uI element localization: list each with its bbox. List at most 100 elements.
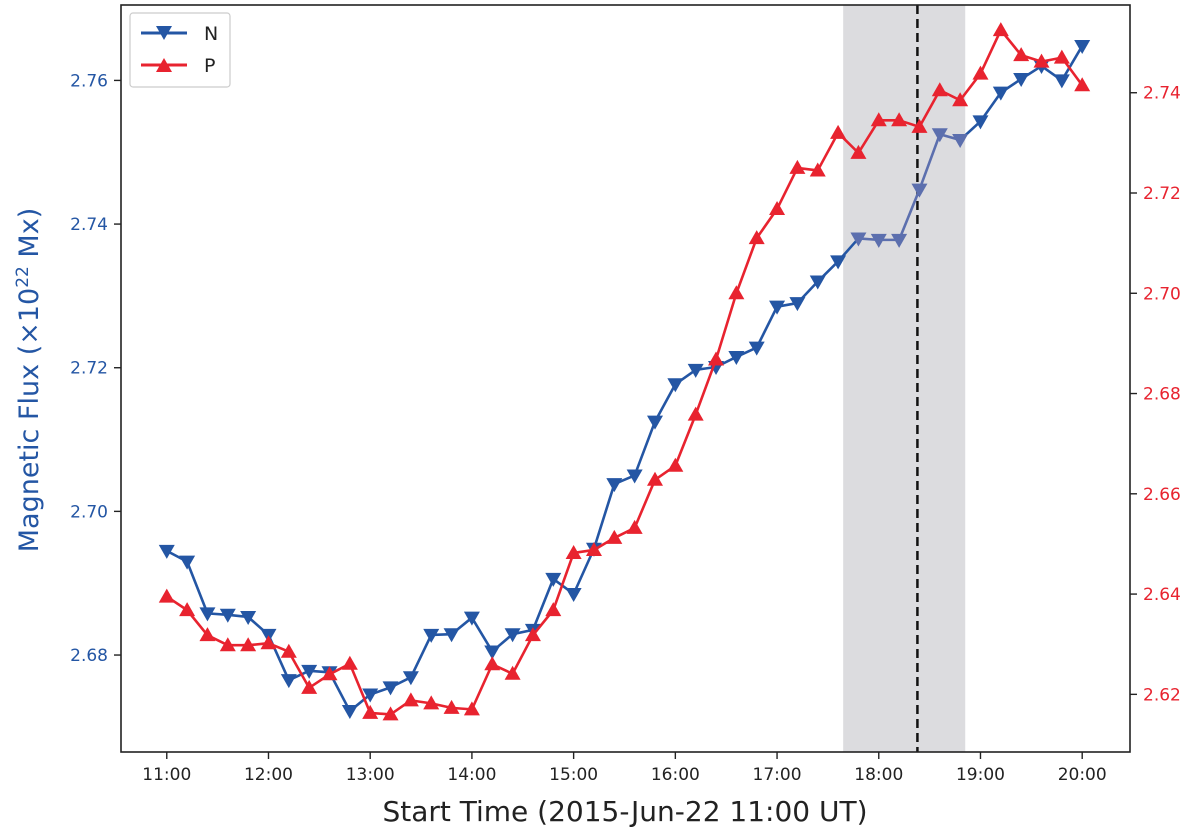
series-p-marker [687, 406, 704, 421]
series-n-marker [443, 628, 460, 643]
series-p-marker [565, 544, 582, 559]
legend: N P [129, 12, 231, 88]
x-axis-title: Start Time (2015-Jun-22 11:00 UT) [382, 795, 867, 828]
x-tick-label: 13:00 [346, 765, 395, 785]
series-p-marker [992, 22, 1009, 37]
series-n-marker [504, 628, 521, 643]
series-p-marker [585, 541, 602, 556]
series-n-marker [809, 275, 826, 290]
x-tick-label: 16:00 [651, 765, 700, 785]
series-n-marker [646, 415, 663, 430]
series-n-segment [633, 420, 657, 477]
series-n-marker [280, 674, 297, 689]
series-p-marker [1053, 49, 1070, 64]
series-p-marker [830, 124, 847, 139]
y-left-tick-label: 2.74 [70, 215, 108, 235]
series-n-marker [484, 645, 501, 660]
y-right-tick-label: 2.70 [1143, 284, 1181, 304]
series-p-marker [402, 692, 419, 707]
y-axis-left-title-exponent: 22 [13, 266, 33, 288]
series-p-segment [714, 291, 738, 361]
series-n-marker [850, 232, 867, 247]
series-p-marker [728, 285, 745, 300]
y-left-tick-label: 2.76 [70, 71, 108, 91]
series-n-marker [911, 183, 928, 198]
series-n-marker [1074, 39, 1091, 54]
series-p-marker [626, 519, 643, 534]
flare-shaded-span [843, 5, 966, 752]
series-n-marker [769, 300, 786, 315]
y-axis-left: 2.68 2.70 2.72 2.74 2.76 [70, 71, 121, 666]
series-p-marker [850, 144, 867, 159]
y-axis-right: 2.62 2.64 2.66 2.68 2.70 2.72 2.74 [1130, 84, 1181, 705]
series-n-marker [199, 607, 216, 622]
y-left-tick-label: 2.70 [70, 502, 108, 522]
series-p-marker [1013, 47, 1030, 62]
series-n-marker [931, 128, 948, 143]
series-p-marker [870, 112, 887, 127]
series-n-marker [952, 134, 969, 149]
series-n-marker [362, 688, 379, 703]
y-axis-left-title-main: Magnetic Flux (×10 [14, 288, 45, 552]
series-group [158, 22, 1091, 721]
series-p-marker [891, 112, 908, 127]
series-n-marker [972, 115, 989, 130]
series-p-segment [979, 28, 1003, 75]
series-n-marker [789, 297, 806, 312]
y-right-tick-label: 2.66 [1143, 485, 1181, 505]
x-tick-label: 14:00 [447, 765, 496, 785]
series-n-marker [219, 608, 236, 623]
series-n-marker [1013, 72, 1030, 87]
x-tick-label: 19:00 [956, 765, 1005, 785]
series-n-marker [667, 378, 684, 393]
series-p-marker [158, 588, 175, 603]
series-n-marker [179, 555, 196, 570]
series-n-marker [341, 705, 358, 720]
series-n-marker [891, 233, 908, 248]
y-right-tick-label: 2.74 [1143, 84, 1181, 104]
series-n-marker [382, 681, 399, 696]
series-n-segment [755, 305, 779, 349]
series-p-marker [423, 695, 440, 710]
legend-p-marker [156, 58, 172, 72]
series-p-segment [674, 413, 697, 468]
series-p-marker [341, 655, 358, 670]
series-p-marker [260, 635, 277, 650]
series-p-segment [511, 633, 535, 676]
series-p-marker [789, 159, 806, 174]
series-p-marker [952, 92, 969, 107]
series-p-marker [504, 665, 521, 680]
series-n-marker [748, 341, 765, 356]
y-right-tick-label: 2.68 [1143, 385, 1181, 405]
series-p-marker [484, 656, 501, 671]
series-n-marker [606, 478, 623, 493]
y-axis-left-title-unit: Mx) [14, 208, 45, 266]
series-p-marker [199, 627, 216, 642]
y-right-tick-label: 2.64 [1143, 585, 1181, 605]
x-tick-label: 20:00 [1058, 765, 1107, 785]
series-p-marker [769, 201, 786, 216]
series-n-segment [897, 188, 921, 242]
series-p-segment [470, 662, 494, 711]
series-n-marker [565, 587, 582, 602]
series-n-segment [185, 560, 209, 615]
legend-n-marker [156, 26, 172, 40]
series-p-segment [551, 551, 575, 612]
series-p-marker [280, 643, 297, 658]
series-n-marker [301, 664, 318, 679]
series-p-marker [219, 637, 236, 652]
series-p-marker [362, 704, 379, 719]
series-n-marker [463, 611, 480, 626]
series-n-marker [423, 628, 440, 643]
series-n-marker [240, 610, 257, 625]
series-p-marker [972, 65, 989, 80]
series-p-marker [1074, 77, 1091, 92]
series-p-marker [606, 529, 623, 544]
series-n-segment [592, 482, 616, 551]
series-p-marker [667, 457, 684, 472]
series-n-segment [409, 633, 433, 679]
series-p-marker [179, 602, 196, 617]
shaded-span-rect [843, 5, 966, 752]
series-n-segment [572, 547, 596, 596]
